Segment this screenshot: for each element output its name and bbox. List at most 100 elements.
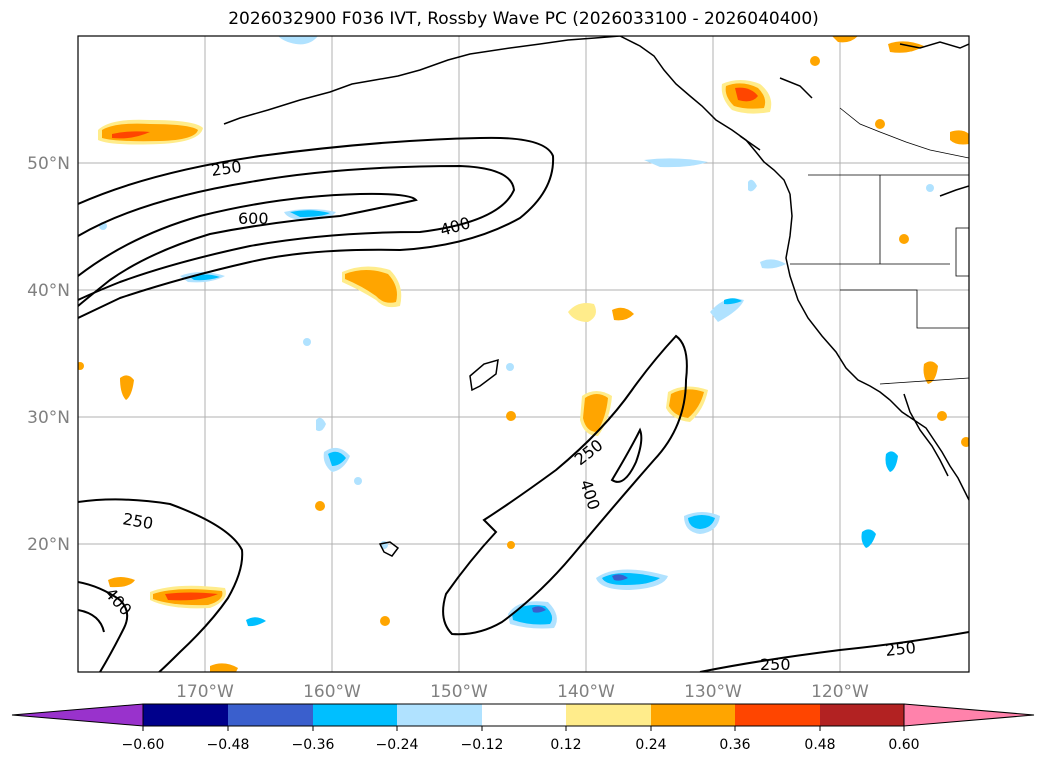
border-state [955,227,969,277]
colorbar-segment [143,704,228,726]
contour-400-north [78,164,516,301]
border-state [840,289,969,329]
lat-label: 40°N [27,281,70,301]
patch-pos [583,394,608,432]
patch-neg [688,515,715,529]
colorbar-tick-label: −0.12 [461,737,504,753]
colorbar-segment [651,704,735,726]
colorbar-tick-label: −0.60 [122,737,165,753]
patch-neg [303,338,311,346]
lat-label: 20°N [27,535,70,555]
border-us-mexico [879,377,969,385]
coastline-baja [903,393,949,477]
colorbar-tick-label: 0.24 [635,737,666,753]
patch-neg [354,477,362,485]
patch-neg [926,184,934,192]
patch-pos [112,131,150,139]
patch-neg [278,36,318,45]
patch-pos [210,663,238,672]
coastline-alaska [223,36,621,125]
patch-pos [108,577,135,588]
patch-pos [832,36,858,43]
patch-neg [885,451,898,472]
colorbar-tick-label: 0.48 [804,737,835,753]
colorbar-tick-label: −0.24 [376,737,419,753]
patch-pos [315,501,325,511]
map-title: 2026032900 F036 IVT, Rossby Wave PC (202… [228,9,819,29]
positive-anomaly-patches [78,36,969,672]
colorbar-segment [566,704,651,726]
contour-label: 250 [210,157,243,180]
contour-250-south [699,631,969,672]
patch-pos [612,307,634,321]
coast-detail [779,77,813,99]
patch-pos [380,616,390,626]
lon-label: 140°W [557,682,615,702]
colorbar-segment [482,704,566,726]
longitude-axis: 170°W 160°W 150°W 140°W 130°W 120°W [176,682,869,702]
contour-250-plume [442,334,688,636]
patch-neg [246,617,266,627]
patch-neg [316,417,326,432]
coast-detail [899,41,969,49]
colorbar-ticks [142,726,905,731]
map-area [78,36,969,672]
colorbar: −0.60 −0.48 −0.36 −0.24 −0.12 0.12 0.24 … [11,703,1035,753]
contour-400-southwest-b [78,609,105,633]
political-borders [790,107,969,385]
island [469,358,499,392]
patch-neg [506,363,514,371]
lat-label: 30°N [27,408,70,428]
colorbar-tick-label: 0.12 [550,737,581,753]
patch-pos [165,592,218,601]
patch-pos [506,411,516,421]
patch-neg [760,259,786,269]
patch-pos [961,437,969,447]
gridlines [78,36,969,672]
border-line [839,107,969,159]
patch-pos [102,123,198,142]
patch-pos [568,303,596,322]
contour-600 [78,192,418,307]
patch-neg [644,158,708,168]
ivt-contours [78,136,969,672]
patch-neg [290,210,330,217]
island-hawaii [378,541,400,557]
colorbar-tick-label: 0.36 [719,737,750,753]
contour-label: 600 [238,209,269,228]
patch-pos [810,56,820,66]
latitude-axis: 50°N 40°N 30°N 20°N [27,154,70,555]
patch-neg [724,298,742,305]
patch-neg [612,574,628,581]
patch-neg [748,179,757,192]
patch-pos [899,234,909,244]
patch-pos [937,411,947,421]
map-frame [77,35,970,673]
colorbar-segment [735,704,820,726]
coastlines [223,36,969,557]
patch-pos [507,541,515,549]
colorbar-tick-label: −0.36 [292,737,335,753]
colorbar-tick-label: −0.48 [207,737,250,753]
colorbar-frame [142,703,905,727]
patch-pos [669,389,704,418]
contour-400-plume [610,427,643,483]
negative-anomaly-patches [99,36,934,629]
coast-detail [939,185,969,197]
coastline-west-coast [785,193,969,501]
lon-label: 150°W [430,682,488,702]
lon-label: 160°W [303,682,361,702]
patch-pos [120,375,134,400]
patch-pos [923,361,938,384]
colorbar-segment [820,704,904,726]
patch-pos [888,41,924,53]
patch-pos [950,130,969,145]
colorbar-extend-high [903,703,1035,727]
colorbar-tick-label: 0.60 [888,737,919,753]
lon-label: 120°W [811,682,869,702]
colorbar-segment [397,704,482,726]
colorbar-extend-low [11,703,144,727]
contour-label: 250 [884,638,916,660]
patch-pos [735,87,758,102]
